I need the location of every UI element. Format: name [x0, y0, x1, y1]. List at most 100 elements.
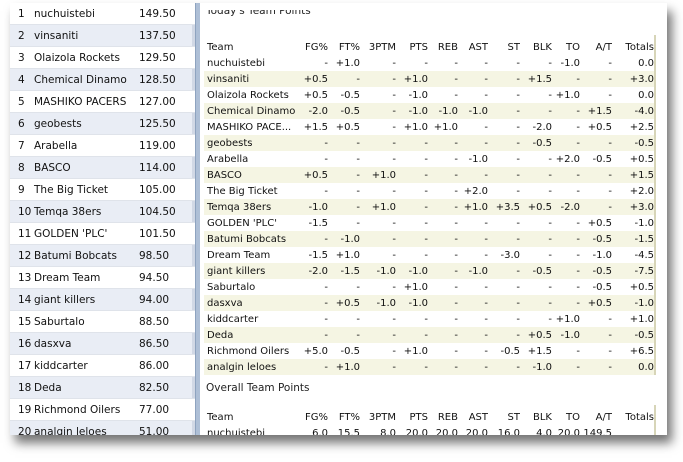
- column-header[interactable]: PTS: [396, 405, 428, 425]
- column-header[interactable]: ST: [488, 405, 520, 425]
- column-header[interactable]: Team: [204, 405, 296, 425]
- column-header[interactable]: BLK: [520, 405, 552, 425]
- standings-row[interactable]: 13 Dream Team 94.50: [10, 267, 195, 289]
- column-header[interactable]: REB: [428, 405, 458, 425]
- stat-cell: -: [396, 327, 428, 343]
- table-row: Dream Team -1.5 +1.0- - - - -3.0- - -1.0 -4.5: [204, 247, 654, 263]
- column-header[interactable]: 3PTM: [360, 405, 396, 425]
- stat-cell: +0.5: [520, 327, 552, 343]
- standings-row[interactable]: 20 analgin leloes 51.00: [10, 421, 195, 435]
- team-cell: analgin leloes: [204, 359, 296, 375]
- column-header[interactable]: FT%: [328, 35, 360, 55]
- column-header[interactable]: AST: [458, 35, 488, 55]
- column-header[interactable]: Team: [204, 35, 296, 55]
- standings-row[interactable]: 16 dasxva 86.50: [10, 333, 195, 355]
- column-header[interactable]: 3PTM: [360, 35, 396, 55]
- standings-row[interactable]: 6 geobests 125.50: [10, 113, 195, 135]
- stat-cell: +0.5: [296, 167, 328, 183]
- standings-row[interactable]: 4 Chemical Dinamo 128.50: [10, 69, 195, 91]
- column-header[interactable]: ST: [488, 35, 520, 55]
- column-header[interactable]: AST: [458, 405, 488, 425]
- overall-table-box: Team FG% FT% 3PTM PTS REB AST ST BLK TO A/T Totals …: [204, 405, 656, 435]
- column-header[interactable]: FG%: [296, 405, 328, 425]
- stat-cell: -: [396, 151, 428, 167]
- team-cell: Saburtalo: [204, 279, 296, 295]
- standings-row[interactable]: 3 Olaizola Rockets 129.50: [10, 47, 195, 69]
- stat-cell: -: [458, 247, 488, 263]
- standings-row[interactable]: 11 GOLDEN 'PLC' 101.50: [10, 223, 195, 245]
- table-row: Batumi Bobcats - -1.0- - - - - - - -0.5 -1.5: [204, 231, 654, 247]
- stat-cell: -0.5: [612, 327, 654, 343]
- stat-cell: -: [580, 183, 612, 199]
- standings-row[interactable]: 5 MASHIKO PACERS 127.00: [10, 91, 195, 113]
- standings-row[interactable]: 12 Batumi Bobcats 98.50: [10, 245, 195, 267]
- stat-cell: -: [328, 151, 360, 167]
- stat-cell: -: [360, 311, 396, 327]
- standings-row[interactable]: 1 nuchuistebi 149.50: [10, 3, 195, 25]
- column-header[interactable]: TO: [552, 405, 580, 425]
- column-header[interactable]: FT%: [328, 405, 360, 425]
- standings-points: 125.50: [139, 118, 195, 130]
- stat-cell: -: [328, 311, 360, 327]
- standings-row[interactable]: 15 Saburtalo 88.50: [10, 311, 195, 333]
- column-header[interactable]: REB: [428, 35, 458, 55]
- stat-cell: -: [488, 119, 520, 135]
- stat-cell: -: [458, 55, 488, 71]
- stat-cell: +1.5: [580, 103, 612, 119]
- stat-cell: -: [458, 279, 488, 295]
- stat-cell: -1.0: [396, 103, 428, 119]
- stat-cell: +6.5: [612, 343, 654, 359]
- stat-cell: 0.0: [612, 55, 654, 71]
- column-header[interactable]: A/T: [580, 35, 612, 55]
- standings-row[interactable]: 14 giant killers 94.00: [10, 289, 195, 311]
- standings-row[interactable]: 8 BASCO 114.00: [10, 157, 195, 179]
- column-header[interactable]: FG%: [296, 35, 328, 55]
- standings-rank: 10: [10, 206, 32, 218]
- stat-cell: +0.5: [296, 71, 328, 87]
- overall-header-row: Team FG% FT% 3PTM PTS REB AST ST BLK TO A/T Totals: [204, 405, 654, 425]
- stat-cell: -: [520, 151, 552, 167]
- stat-cell: +1.0: [612, 311, 654, 327]
- standings-team: Batumi Bobcats: [32, 250, 139, 262]
- stat-cell: -0.5: [580, 263, 612, 279]
- stat-cell: -: [552, 215, 580, 231]
- standings-row[interactable]: 9 The Big Ticket 105.00: [10, 179, 195, 201]
- standings-row[interactable]: 7 Arabella 119.00: [10, 135, 195, 157]
- stat-cell: +1.0: [396, 343, 428, 359]
- stat-cell: -7.5: [612, 263, 654, 279]
- stat-cell: -: [580, 71, 612, 87]
- stat-cell: -: [458, 327, 488, 343]
- stat-cell: -: [396, 199, 428, 215]
- team-cell: Chemical Dinamo: [204, 103, 296, 119]
- stat-cell: -: [520, 279, 552, 295]
- team-cell: Temqa 38ers: [204, 199, 296, 215]
- standings-row[interactable]: 19 Richmond Oilers 77.00: [10, 399, 195, 421]
- standings-row[interactable]: 17 kiddcarter 86.00: [10, 355, 195, 377]
- stat-cell: +1.0: [552, 311, 580, 327]
- column-header[interactable]: BLK: [520, 35, 552, 55]
- stat-cell: -1.0: [428, 103, 458, 119]
- standings-rank: 4: [10, 74, 32, 86]
- team-cell: giant killers: [204, 263, 296, 279]
- stat-cell: -: [428, 199, 458, 215]
- today-points-table: Team FG% FT% 3PTM PTS REB AST ST BLK TO A/T Totals …: [204, 35, 654, 375]
- stat-cell: -: [360, 87, 396, 103]
- standings-row[interactable]: 18 Deda 82.50: [10, 377, 195, 399]
- stat-cell: -: [328, 135, 360, 151]
- column-header[interactable]: Totals: [612, 405, 654, 425]
- standings-row[interactable]: 2 vinsaniti 137.50: [10, 25, 195, 47]
- stat-cell: -: [458, 87, 488, 103]
- stat-cell: +2.0: [612, 183, 654, 199]
- standings-row[interactable]: 10 Temqa 38ers 104.50: [10, 201, 195, 223]
- stat-cell: -: [552, 103, 580, 119]
- stat-cell: -: [428, 343, 458, 359]
- team-cell: vinsaniti: [204, 71, 296, 87]
- stat-cell: -: [520, 215, 552, 231]
- stat-cell: -: [488, 215, 520, 231]
- column-header[interactable]: Totals: [612, 35, 654, 55]
- stat-cell: +0.5: [328, 295, 360, 311]
- column-header[interactable]: A/T: [580, 405, 612, 425]
- column-header[interactable]: TO: [552, 35, 580, 55]
- stat-cell: -3.0: [488, 247, 520, 263]
- column-header[interactable]: PTS: [396, 35, 428, 55]
